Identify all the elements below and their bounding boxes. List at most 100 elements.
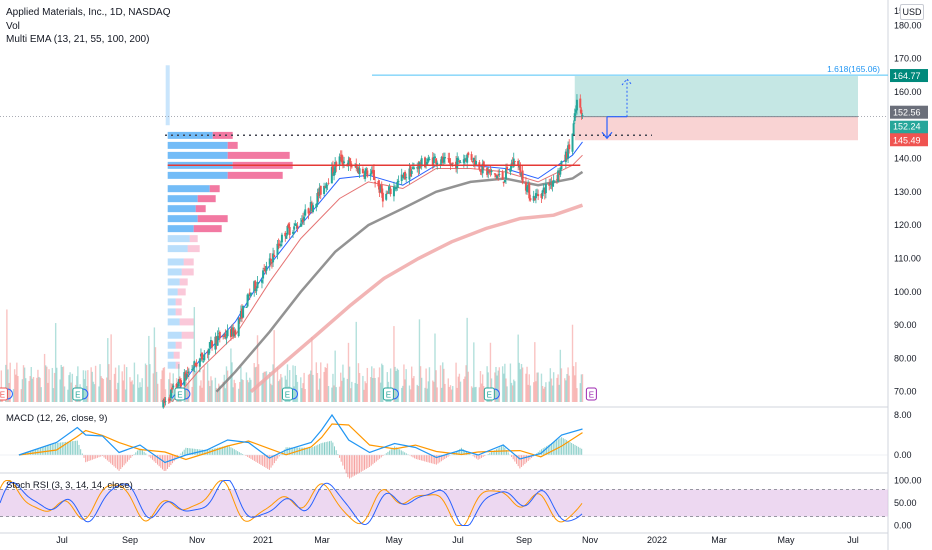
candle-body bbox=[532, 195, 535, 201]
volume-bar bbox=[234, 383, 237, 402]
volume-bar bbox=[439, 365, 442, 402]
time-tick-label: Mar bbox=[314, 535, 330, 545]
candle-body bbox=[377, 180, 380, 187]
stoch-tick-label: 50.00 bbox=[894, 498, 917, 508]
volume-bar bbox=[349, 388, 352, 402]
candle-body bbox=[203, 354, 206, 361]
candle-body bbox=[563, 160, 566, 162]
volume-profile-bar bbox=[167, 318, 180, 326]
volume-bar bbox=[222, 381, 224, 402]
price-tick-label: 80.00 bbox=[894, 353, 917, 363]
candle-body bbox=[239, 310, 242, 318]
volume-bar bbox=[579, 383, 581, 402]
candle-body bbox=[428, 159, 431, 160]
volume-bar bbox=[501, 366, 504, 402]
volume-bar bbox=[442, 362, 444, 402]
candle-body bbox=[378, 184, 381, 193]
volume-bar bbox=[286, 364, 289, 402]
candle-body bbox=[218, 332, 221, 339]
volume-profile-bar bbox=[167, 341, 176, 349]
volume-bar bbox=[210, 376, 212, 402]
candle-body bbox=[389, 188, 392, 195]
volume-bar bbox=[115, 389, 118, 402]
volume-bar bbox=[413, 376, 415, 402]
candle-body bbox=[330, 167, 333, 184]
volume-bar bbox=[529, 385, 532, 402]
volume-bar bbox=[551, 385, 554, 402]
candle-body bbox=[231, 327, 234, 336]
candle-body bbox=[388, 187, 391, 191]
candle-body bbox=[331, 164, 334, 174]
volume-bar bbox=[20, 389, 22, 402]
candle-body bbox=[409, 166, 412, 177]
volume-profile-bar bbox=[167, 245, 188, 253]
volume-bar bbox=[47, 382, 49, 402]
volume-profile-bar bbox=[197, 195, 216, 203]
volume-bar bbox=[558, 384, 560, 402]
volume-bar bbox=[480, 383, 483, 402]
candle-body bbox=[431, 157, 434, 166]
volume-bar bbox=[575, 362, 577, 402]
volume-profile-bar bbox=[227, 171, 283, 179]
volume-bar bbox=[381, 363, 383, 402]
volume-bar bbox=[534, 342, 536, 402]
currency-button[interactable]: USD bbox=[900, 4, 924, 20]
volume-bar bbox=[424, 387, 426, 402]
volume-bar bbox=[412, 378, 414, 402]
volume-bar bbox=[427, 381, 430, 402]
volume-bar bbox=[308, 373, 311, 402]
volume-bar bbox=[138, 387, 140, 402]
candle-body bbox=[504, 169, 507, 180]
candle-body bbox=[268, 258, 271, 265]
volume-bar bbox=[566, 374, 568, 402]
volume-profile-bar bbox=[175, 308, 182, 316]
candle-body bbox=[417, 166, 420, 170]
volume-bar bbox=[435, 370, 437, 402]
candle-body bbox=[277, 243, 280, 246]
volume-bar bbox=[206, 363, 209, 402]
volume-bar bbox=[246, 380, 249, 402]
volume-bar bbox=[394, 366, 396, 402]
volume-bar bbox=[371, 366, 373, 402]
candle-body bbox=[541, 190, 544, 197]
candle-body bbox=[303, 216, 306, 221]
candle-body bbox=[279, 244, 282, 247]
volume-bar bbox=[365, 383, 367, 402]
volume-bar bbox=[374, 377, 376, 402]
ema-line bbox=[249, 203, 584, 394]
candle-body bbox=[296, 225, 299, 229]
candle-body bbox=[555, 178, 558, 180]
candle-body bbox=[482, 161, 485, 168]
volume-bar bbox=[272, 364, 274, 402]
candle-body bbox=[295, 224, 298, 226]
volume-bar bbox=[122, 380, 125, 402]
volume-bar bbox=[211, 380, 213, 402]
candle-body bbox=[536, 193, 539, 196]
volume-bar bbox=[199, 385, 201, 402]
candle-body bbox=[475, 160, 478, 165]
volume-profile-bar bbox=[167, 288, 178, 296]
ema-line bbox=[171, 154, 583, 403]
volume-bar bbox=[46, 366, 48, 402]
candle-body bbox=[340, 154, 343, 163]
volume-bar bbox=[53, 372, 56, 402]
price-tick-label: 140.00 bbox=[894, 154, 922, 164]
candle-body bbox=[241, 308, 244, 319]
candle-body bbox=[473, 159, 476, 166]
volume-bar bbox=[28, 381, 30, 402]
volume-bar bbox=[408, 385, 411, 402]
volume-bar bbox=[428, 367, 431, 402]
price-tick-label: 130.00 bbox=[894, 187, 922, 197]
volume-bar bbox=[117, 382, 119, 402]
volume-bar bbox=[377, 377, 380, 402]
candle-body bbox=[334, 161, 337, 174]
candle-body bbox=[245, 306, 248, 308]
volume-bar bbox=[59, 379, 61, 402]
volume-profile-bar bbox=[167, 331, 182, 339]
volume-profile-bar bbox=[167, 235, 190, 243]
volume-bar bbox=[504, 363, 506, 402]
volume-bar bbox=[373, 368, 375, 402]
candle-body bbox=[490, 170, 493, 173]
volume-bar bbox=[124, 389, 127, 402]
